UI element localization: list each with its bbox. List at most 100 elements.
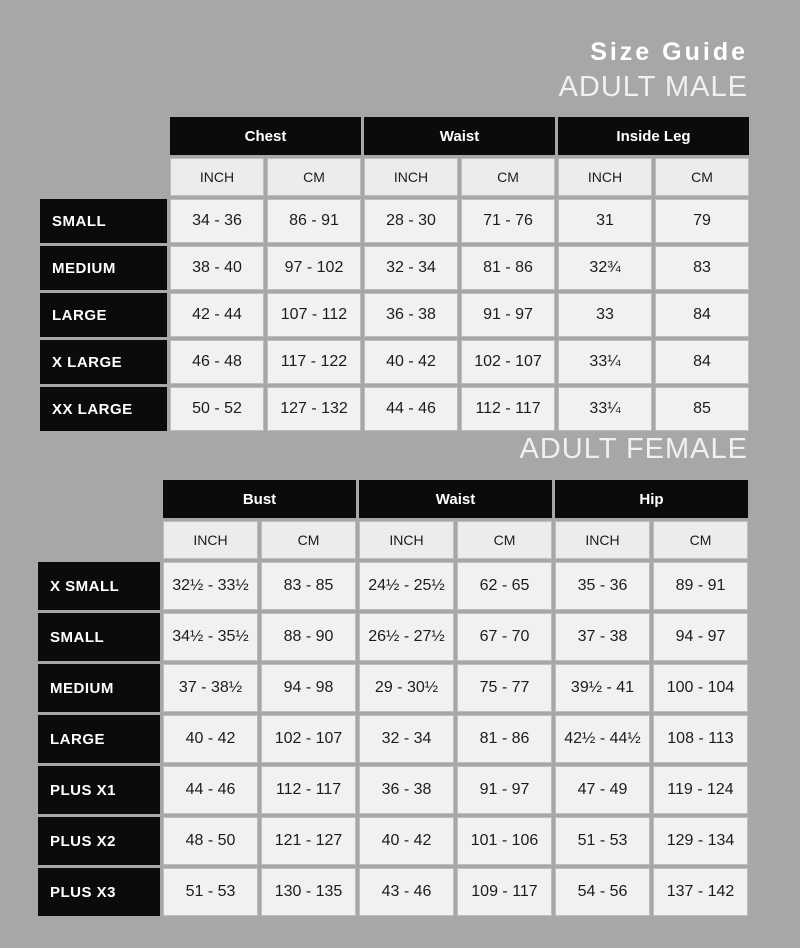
measurement-cell: 121 - 127 xyxy=(261,817,356,865)
measurement-cell: 75 - 77 xyxy=(457,664,552,712)
page-title: Size Guide xyxy=(590,38,748,66)
size-row-label: XX LARGE xyxy=(40,387,167,431)
measurement-cell: 81 - 86 xyxy=(457,715,552,763)
unit-header: CM xyxy=(461,158,555,196)
measurement-cell: 91 - 97 xyxy=(457,766,552,814)
unit-header: INCH xyxy=(364,158,458,196)
size-row-label: LARGE xyxy=(40,293,167,337)
table-row: PLUS X3 51 - 53 130 - 135 43 - 46 109 - … xyxy=(38,868,748,916)
table-row: XX LARGE 50 - 52 127 - 132 44 - 46 112 -… xyxy=(40,387,749,431)
column-group-bust: Bust xyxy=(163,480,356,518)
measurement-cell: 36 - 38 xyxy=(364,293,458,337)
measurement-cell: 51 - 53 xyxy=(555,817,650,865)
unit-header: INCH xyxy=(359,521,454,559)
measurement-cell: 102 - 107 xyxy=(261,715,356,763)
measurement-cell: 40 - 42 xyxy=(163,715,258,763)
measurement-cell: 28 - 30 xyxy=(364,199,458,243)
measurement-cell: 32 - 34 xyxy=(364,246,458,290)
table-row: MEDIUM 38 - 40 97 - 102 32 - 34 81 - 86 … xyxy=(40,246,749,290)
measurement-cell: 26½ - 27½ xyxy=(359,613,454,661)
measurement-cell: 39½ - 41 xyxy=(555,664,650,712)
table-row: MEDIUM 37 - 38½ 94 - 98 29 - 30½ 75 - 77… xyxy=(38,664,748,712)
measurement-cell: 34½ - 35½ xyxy=(163,613,258,661)
measurement-cell: 50 - 52 xyxy=(170,387,264,431)
measurement-cell: 33¼ xyxy=(558,387,652,431)
female-unit-header-row: INCH CM INCH CM INCH CM xyxy=(38,521,748,559)
measurement-cell: 79 xyxy=(655,199,749,243)
measurement-cell: 83 xyxy=(655,246,749,290)
measurement-cell: 71 - 76 xyxy=(461,199,555,243)
corner-spacer xyxy=(40,158,167,196)
measurement-cell: 81 - 86 xyxy=(461,246,555,290)
measurement-cell: 35 - 36 xyxy=(555,562,650,610)
measurement-cell: 108 - 113 xyxy=(653,715,748,763)
male-column-group-row: Chest Waist Inside Leg xyxy=(40,117,749,155)
measurement-cell: 40 - 42 xyxy=(364,340,458,384)
size-row-label: SMALL xyxy=(38,613,160,661)
measurement-cell: 42½ - 44½ xyxy=(555,715,650,763)
measurement-cell: 46 - 48 xyxy=(170,340,264,384)
unit-header: CM xyxy=(655,158,749,196)
measurement-cell: 85 xyxy=(655,387,749,431)
measurement-cell: 42 - 44 xyxy=(170,293,264,337)
table-row: X LARGE 46 - 48 117 - 122 40 - 42 102 - … xyxy=(40,340,749,384)
measurement-cell: 48 - 50 xyxy=(163,817,258,865)
measurement-cell: 86 - 91 xyxy=(267,199,361,243)
corner-spacer xyxy=(38,521,160,559)
unit-header: INCH xyxy=(170,158,264,196)
column-group-waist: Waist xyxy=(364,117,555,155)
size-row-label: X LARGE xyxy=(40,340,167,384)
size-row-label: PLUS X3 xyxy=(38,868,160,916)
measurement-cell: 51 - 53 xyxy=(163,868,258,916)
measurement-cell: 94 - 97 xyxy=(653,613,748,661)
measurement-cell: 109 - 117 xyxy=(457,868,552,916)
unit-header: CM xyxy=(457,521,552,559)
measurement-cell: 119 - 124 xyxy=(653,766,748,814)
unit-header: CM xyxy=(267,158,361,196)
size-row-label: PLUS X1 xyxy=(38,766,160,814)
adult-male-size-table: Chest Waist Inside Leg INCH CM INCH CM I… xyxy=(40,117,749,431)
female-table-body: X SMALL 32½ - 33½ 83 - 85 24½ - 25½ 62 -… xyxy=(38,562,748,916)
measurement-cell: 47 - 49 xyxy=(555,766,650,814)
measurement-cell: 88 - 90 xyxy=(261,613,356,661)
table-row: LARGE 40 - 42 102 - 107 32 - 34 81 - 86 … xyxy=(38,715,748,763)
corner-spacer xyxy=(38,480,160,518)
measurement-cell: 102 - 107 xyxy=(461,340,555,384)
column-group-inside-leg: Inside Leg xyxy=(558,117,749,155)
measurement-cell: 40 - 42 xyxy=(359,817,454,865)
male-table-body: SMALL 34 - 36 86 - 91 28 - 30 71 - 76 31… xyxy=(40,199,749,431)
measurement-cell: 38 - 40 xyxy=(170,246,264,290)
table-row: PLUS X1 44 - 46 112 - 117 36 - 38 91 - 9… xyxy=(38,766,748,814)
table-row: X SMALL 32½ - 33½ 83 - 85 24½ - 25½ 62 -… xyxy=(38,562,748,610)
measurement-cell: 62 - 65 xyxy=(457,562,552,610)
table-row: PLUS X2 48 - 50 121 - 127 40 - 42 101 - … xyxy=(38,817,748,865)
table-row: SMALL 34½ - 35½ 88 - 90 26½ - 27½ 67 - 7… xyxy=(38,613,748,661)
measurement-cell: 112 - 117 xyxy=(261,766,356,814)
measurement-cell: 107 - 112 xyxy=(267,293,361,337)
measurement-cell: 29 - 30½ xyxy=(359,664,454,712)
measurement-cell: 44 - 46 xyxy=(163,766,258,814)
measurement-cell: 97 - 102 xyxy=(267,246,361,290)
column-group-hip: Hip xyxy=(555,480,748,518)
unit-header: INCH xyxy=(555,521,650,559)
adult-female-size-table: Bust Waist Hip INCH CM INCH CM INCH CM X… xyxy=(38,480,748,916)
unit-header: INCH xyxy=(558,158,652,196)
measurement-cell: 34 - 36 xyxy=(170,199,264,243)
measurement-cell: 24½ - 25½ xyxy=(359,562,454,610)
measurement-cell: 43 - 46 xyxy=(359,868,454,916)
measurement-cell: 91 - 97 xyxy=(461,293,555,337)
measurement-cell: 130 - 135 xyxy=(261,868,356,916)
measurement-cell: 83 - 85 xyxy=(261,562,356,610)
corner-spacer xyxy=(40,117,167,155)
measurement-cell: 84 xyxy=(655,340,749,384)
measurement-cell: 32 - 34 xyxy=(359,715,454,763)
column-group-chest: Chest xyxy=(170,117,361,155)
adult-female-heading: ADULT FEMALE xyxy=(519,433,748,465)
size-row-label: PLUS X2 xyxy=(38,817,160,865)
measurement-cell: 129 - 134 xyxy=(653,817,748,865)
measurement-cell: 112 - 117 xyxy=(461,387,555,431)
column-group-waist: Waist xyxy=(359,480,552,518)
male-unit-header-row: INCH CM INCH CM INCH CM xyxy=(40,158,749,196)
size-row-label: SMALL xyxy=(40,199,167,243)
